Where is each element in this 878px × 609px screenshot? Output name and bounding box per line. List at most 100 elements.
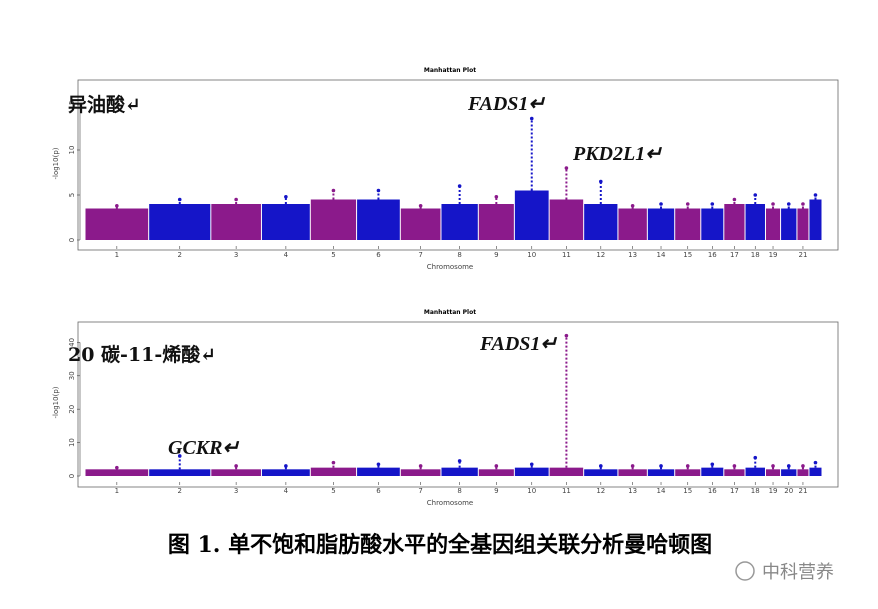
x-tick-label: 2 xyxy=(178,487,182,495)
peak-point xyxy=(177,454,182,458)
peak-point xyxy=(813,460,818,465)
snp-band xyxy=(797,469,809,476)
x-tick-label: 3 xyxy=(234,487,238,495)
snp-band xyxy=(514,467,549,476)
x-tick-label: 9 xyxy=(494,251,498,259)
peak-point xyxy=(331,460,336,465)
peak-point xyxy=(494,464,499,468)
panel-label: 异油酸↵ xyxy=(68,93,141,116)
x-tick-label: 21 xyxy=(798,487,807,495)
gene-annotation: FADS1↵ xyxy=(467,93,545,115)
snp-band xyxy=(549,199,584,240)
peak-point xyxy=(630,204,635,208)
x-tick-label: 7 xyxy=(418,251,422,259)
snp-band xyxy=(724,469,745,476)
peak-point xyxy=(177,197,182,202)
snp-band xyxy=(675,469,701,476)
x-tick-label: 14 xyxy=(657,251,666,259)
y-tick-label: 30 xyxy=(68,371,76,380)
x-tick-label: 13 xyxy=(628,487,637,495)
snp-band xyxy=(149,469,211,476)
peak-point xyxy=(685,464,690,468)
snp-band xyxy=(745,467,765,476)
snp-band xyxy=(400,208,441,240)
snp-band xyxy=(781,208,797,240)
peak-point xyxy=(598,464,603,468)
peak-point xyxy=(771,202,775,206)
x-tick-label: 5 xyxy=(331,487,335,495)
peak-point xyxy=(801,464,805,468)
snp-band xyxy=(701,208,724,240)
peak-point xyxy=(801,202,805,206)
y-tick-label: 10 xyxy=(68,438,76,447)
x-tick-label: 16 xyxy=(708,251,717,259)
peak-point xyxy=(564,166,569,170)
peak-point xyxy=(234,464,238,468)
snp-band xyxy=(618,208,647,240)
peak-point xyxy=(710,462,715,467)
y-tick-label: 15 xyxy=(68,101,76,110)
x-tick-label: 14 xyxy=(657,487,666,495)
peak-point xyxy=(564,333,569,338)
y-tick-label: 10 xyxy=(68,146,76,155)
snp-band xyxy=(261,469,310,476)
snp-band xyxy=(441,467,478,476)
x-tick-label: 9 xyxy=(494,487,498,495)
peak-point xyxy=(786,202,791,206)
peak-point xyxy=(376,188,381,193)
x-tick-label: 2 xyxy=(178,251,182,259)
x-tick-label: 18 xyxy=(751,251,760,259)
snp-band xyxy=(357,467,400,476)
gene-annotation: FADS1↵ xyxy=(479,333,557,355)
snp-band xyxy=(675,208,701,240)
caption: 图 1. 单不饱和脂肪酸水平的全基因组关联分析曼哈顿图 xyxy=(168,532,712,558)
x-tick-label: 19 xyxy=(769,487,778,495)
peak-point xyxy=(457,184,462,188)
peak-point xyxy=(771,464,775,468)
peak-point xyxy=(598,179,603,184)
peak-point xyxy=(331,188,336,193)
peak-point xyxy=(418,204,423,208)
snp-band xyxy=(549,467,584,476)
x-tick-label: 16 xyxy=(708,487,717,495)
gene-annotation: PKD2L1↵ xyxy=(572,143,662,165)
snp-band xyxy=(781,469,797,476)
snp-band xyxy=(478,469,514,476)
x-tick-label: 21 xyxy=(798,251,807,259)
snp-band xyxy=(647,469,675,476)
x-tick-label: 3 xyxy=(234,251,238,259)
x-tick-label: 17 xyxy=(730,487,739,495)
x-tick-label: 1 xyxy=(115,251,119,259)
x-tick-label: 1 xyxy=(115,487,119,495)
y-tick-label: 0 xyxy=(68,474,76,478)
x-tick-label: 5 xyxy=(331,251,335,259)
peak-point xyxy=(529,462,534,467)
peak-point xyxy=(234,197,238,202)
x-tick-label: 6 xyxy=(376,487,381,495)
x-tick-label: 15 xyxy=(683,487,692,495)
snp-band xyxy=(584,204,618,240)
x-tick-label: 11 xyxy=(562,251,571,259)
x-tick-label: 4 xyxy=(284,487,289,495)
x-tick-label: 17 xyxy=(730,251,739,259)
x-tick-label: 13 xyxy=(628,251,637,259)
snp-band xyxy=(618,469,647,476)
x-tick-label: 19 xyxy=(769,251,778,259)
x-tick-label: 15 xyxy=(683,251,692,259)
x-tick-label: 18 xyxy=(751,487,760,495)
peak-point xyxy=(753,455,758,460)
peak-point xyxy=(529,116,534,121)
snp-band xyxy=(441,204,478,240)
gene-annotation: GCKR↵ xyxy=(168,437,239,459)
snp-band xyxy=(85,469,149,476)
snp-band xyxy=(261,204,310,240)
snp-band xyxy=(724,204,745,240)
plot-frame xyxy=(77,79,839,251)
x-tick-label: 4 xyxy=(284,251,289,259)
peak-point xyxy=(659,464,663,468)
snp-band xyxy=(149,204,211,240)
peak-point xyxy=(630,464,635,468)
y-tick-label: 5 xyxy=(68,193,76,197)
